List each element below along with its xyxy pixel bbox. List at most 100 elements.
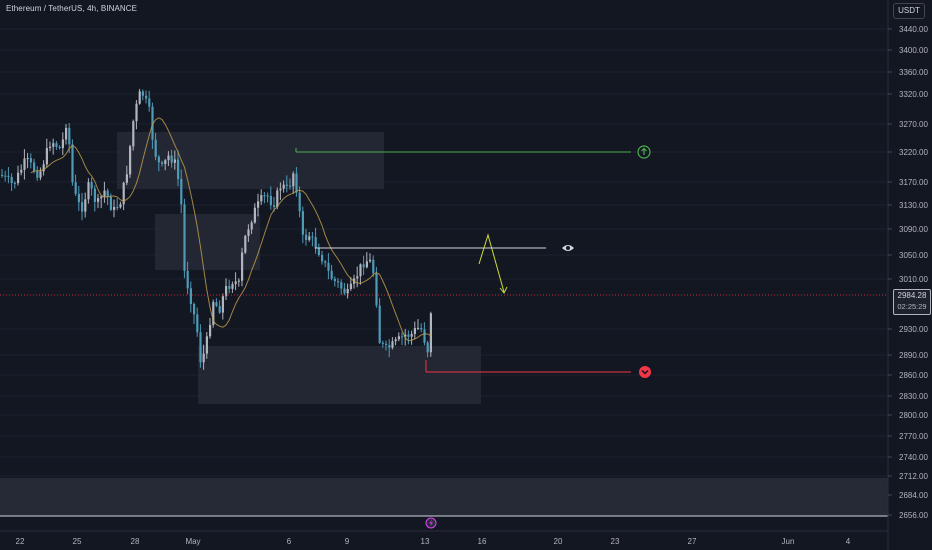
candle-body [234, 281, 237, 285]
price-tick-label: 2890.00 [899, 351, 928, 360]
projection-arrow [478, 233, 505, 293]
candle-body [93, 188, 96, 202]
candle-body [282, 184, 285, 189]
price-tick-label: 3270.00 [899, 120, 928, 129]
time-tick-label: 4 [846, 537, 851, 546]
candle-body [161, 162, 164, 164]
candle-body [397, 336, 400, 340]
candle-body [241, 252, 244, 281]
candle-body [289, 185, 292, 187]
candle-body [394, 339, 397, 342]
time-tick-label: 16 [478, 537, 487, 546]
candle-body [17, 172, 20, 184]
candle-body [317, 248, 320, 255]
currency-selector-button[interactable]: USDT [893, 3, 925, 19]
candle-body [423, 329, 426, 343]
candle-body [77, 193, 80, 203]
moving-average-line [30, 117, 432, 342]
candle-body [193, 304, 196, 315]
candle-body [1, 175, 4, 176]
candle-body [244, 235, 247, 253]
candle-body [61, 139, 64, 149]
candle-body [257, 201, 260, 208]
candle-body [36, 170, 39, 178]
demand-zone [198, 346, 481, 404]
candle-body [420, 327, 423, 330]
candle-body [103, 190, 106, 197]
candle-body [225, 286, 228, 297]
time-tick-label: May [185, 537, 200, 546]
candle-body [39, 171, 42, 178]
candle-body [365, 261, 368, 268]
target-up-icon[interactable] [637, 145, 651, 159]
eye-icon[interactable] [562, 245, 574, 251]
time-tick-label: 6 [287, 537, 292, 546]
candle-body [263, 195, 266, 197]
candle-body [343, 288, 346, 294]
candle-body [167, 155, 170, 161]
candle-body [276, 190, 279, 207]
candle-body [308, 236, 311, 240]
candle-body [404, 334, 407, 337]
trade-lines [295, 148, 631, 373]
candle-body [205, 336, 208, 354]
time-axis[interactable]: 22 25 28 May 6 9 13 16 20 23 27 Jun 4 [16, 537, 851, 546]
price-tick-label: 3360.00 [899, 68, 928, 77]
candle-body [321, 254, 324, 262]
candle-body [324, 261, 327, 263]
candle-body [407, 334, 410, 337]
stop-down-icon[interactable] [639, 366, 651, 378]
candle-body [333, 278, 336, 282]
candle-body [20, 169, 23, 173]
candle-body [10, 176, 13, 183]
price-axis[interactable]: 3440.00 3400.00 3360.00 3320.00 3270.00 3220.… [888, 25, 928, 520]
candle-body [173, 159, 176, 163]
price-tick-label: 2656.00 [899, 511, 928, 520]
candle-body [285, 184, 288, 186]
candle-body [154, 139, 157, 157]
candle-body [375, 273, 378, 306]
bar-countdown: 02:25:29 [897, 302, 927, 311]
time-tick-label: 28 [131, 537, 140, 546]
candle-body [381, 342, 384, 344]
price-tick-label: 3090.00 [899, 225, 928, 234]
price-tick-label: 2800.00 [899, 411, 928, 420]
candle-body [237, 280, 240, 282]
candle-body [410, 333, 413, 337]
candle-body [218, 305, 221, 313]
time-tick-label: 27 [688, 537, 697, 546]
candle-body [269, 195, 272, 206]
price-tick-label: 2740.00 [899, 453, 928, 462]
candle-body [55, 143, 58, 147]
candle-body [116, 207, 119, 209]
candle-body [295, 173, 298, 193]
candle-body [135, 103, 138, 122]
candle-body [305, 234, 308, 240]
candle-body [23, 158, 26, 170]
candle-body [253, 207, 256, 223]
price-tick-label: 2712.00 [899, 472, 928, 481]
candle-body [49, 146, 52, 149]
candle-body [199, 332, 202, 363]
candle-body [426, 342, 429, 353]
price-tick-label: 2830.00 [899, 392, 928, 401]
price-tick-label: 3170.00 [899, 178, 928, 187]
candle-body [359, 264, 362, 277]
candle-body [183, 204, 186, 271]
price-tick-label: 3440.00 [899, 25, 928, 34]
candle-body [58, 146, 61, 149]
candle-body [378, 305, 381, 343]
candle-body [151, 106, 154, 140]
candle-body [247, 229, 250, 236]
event-flash-icon[interactable] [425, 517, 437, 529]
projection-arrowhead [499, 286, 508, 294]
candle-body [13, 182, 16, 184]
last-price-value: 2984.28 [897, 291, 927, 300]
candle-body [29, 158, 32, 163]
price-tick-label: 2860.00 [899, 371, 928, 380]
time-tick-label: 25 [73, 537, 82, 546]
price-tick-label: 3400.00 [899, 46, 928, 55]
candle-body [26, 158, 29, 160]
candle-body [231, 284, 234, 289]
